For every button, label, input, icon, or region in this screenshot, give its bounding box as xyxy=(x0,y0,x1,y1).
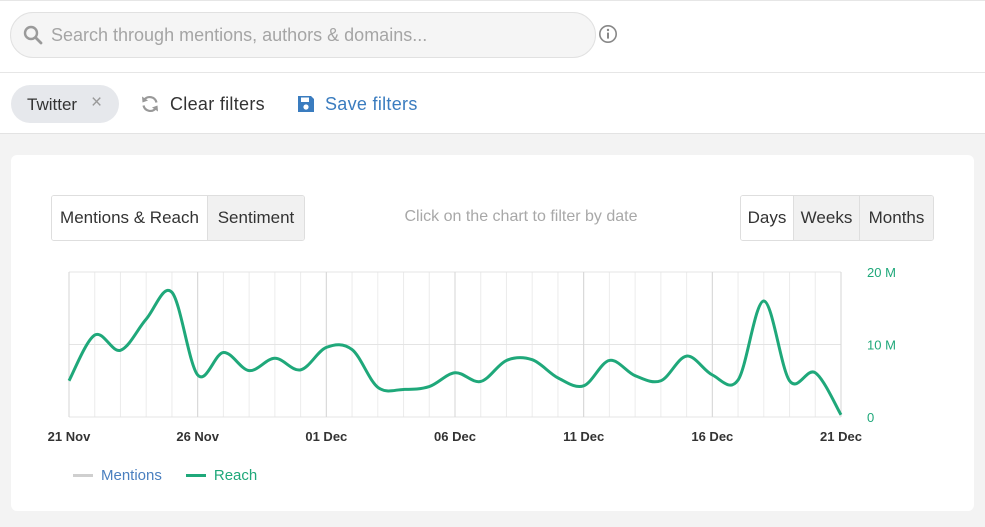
y-tick-label: 10 M xyxy=(867,338,896,353)
period-months[interactable]: Months xyxy=(860,196,933,240)
info-icon[interactable] xyxy=(598,24,618,44)
x-tick-label: 16 Dec xyxy=(691,429,733,444)
filter-chip-twitter[interactable]: Twitter × xyxy=(11,85,119,123)
search-bar-area xyxy=(0,0,985,73)
legend-label-reach: Reach xyxy=(213,467,258,484)
period-toggle: Days Weeks Months xyxy=(740,195,934,241)
x-tick-label: 21 Dec xyxy=(820,429,862,444)
x-tick-label: 21 Nov xyxy=(48,429,91,444)
y-tick-label: 0 xyxy=(867,410,874,425)
close-icon[interactable]: × xyxy=(91,92,103,113)
legend-swatch-reach xyxy=(185,474,206,477)
series-line-reach xyxy=(67,288,843,416)
chart-card: Mentions & Reach Sentiment Click on the … xyxy=(11,155,974,511)
legend-item-mentions[interactable]: Mentions xyxy=(73,467,162,484)
search-icon xyxy=(23,25,43,45)
clear-filters-button[interactable]: Clear filters xyxy=(140,92,265,116)
x-tick-label: 11 Dec xyxy=(563,429,604,444)
search-box[interactable] xyxy=(10,12,596,58)
period-days[interactable]: Days xyxy=(741,196,794,240)
x-tick-label: 01 Dec xyxy=(305,429,347,444)
y-tick-label: 20 M xyxy=(867,265,896,280)
period-weeks[interactable]: Weeks xyxy=(794,196,860,240)
reach-line-chart[interactable]: 0 10 M 20 M 21 Nov 26 Nov 01 Dec 06 Dec 11 Dec 1… xyxy=(11,155,974,455)
chart-type-toggle: Mentions & Reach Sentiment xyxy=(51,195,305,241)
chart-legend: Mentions Reach xyxy=(73,467,281,484)
legend-swatch-mentions xyxy=(73,474,93,477)
x-tick-label: 26 Nov xyxy=(176,429,219,444)
search-input[interactable] xyxy=(51,19,581,51)
refresh-icon xyxy=(142,96,158,112)
filter-chip-label: Twitter xyxy=(27,95,78,114)
legend-label-mentions: Mentions xyxy=(101,467,162,484)
filter-bar: Twitter × Clear filters Save filters xyxy=(0,73,985,134)
save-filters-label: Save filters xyxy=(325,93,418,114)
legend-item-reach[interactable]: Reach xyxy=(185,467,258,484)
floppy-disk-icon xyxy=(298,96,314,112)
chart-hint: Click on the chart to filter by date xyxy=(404,208,638,225)
x-tick-label: 06 Dec xyxy=(434,429,476,444)
tab-mentions-reach[interactable]: Mentions & Reach xyxy=(52,196,208,240)
clear-filters-label: Clear filters xyxy=(170,93,265,114)
save-filters-button[interactable]: Save filters xyxy=(297,92,418,116)
tab-sentiment[interactable]: Sentiment xyxy=(208,196,304,240)
